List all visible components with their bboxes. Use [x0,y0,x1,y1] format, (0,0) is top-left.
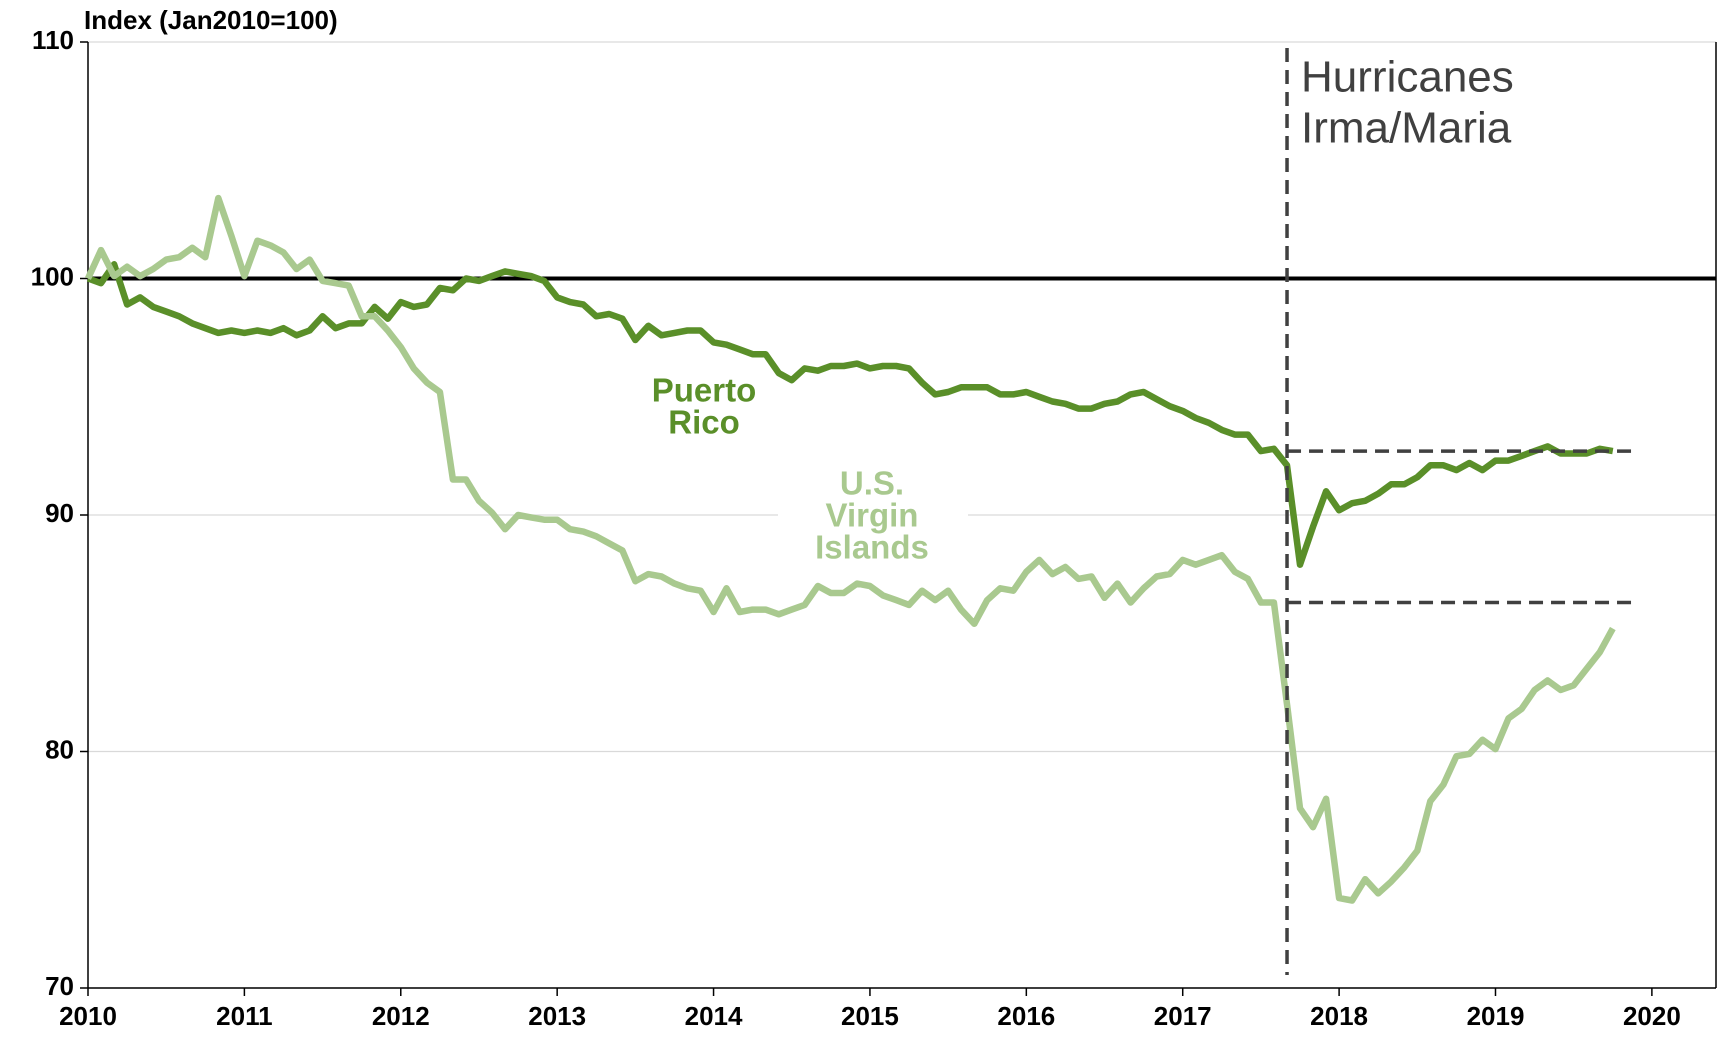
y-tick-label: 70 [45,971,74,1001]
y-axis-label: Index (Jan2010=100) [84,5,338,35]
x-tick-label: 2020 [1623,1001,1681,1031]
x-tick-label: 2011 [216,1001,272,1031]
x-tick-label: 2012 [372,1001,430,1031]
series-label: U.S. [840,465,904,502]
event-label: Irma/Maria [1301,104,1512,153]
x-tick-label: 2013 [528,1001,586,1031]
label-background [778,462,968,572]
series-label: Puerto [652,372,757,409]
series-label: Islands [815,529,929,566]
y-tick-label: 80 [45,734,74,764]
y-tick-label: 110 [32,25,74,55]
x-tick-label: 2018 [1310,1001,1368,1031]
x-tick-label: 2014 [685,1001,743,1031]
y-tick-label: 90 [45,498,74,528]
series-label: Virgin [826,497,919,534]
series-label: Rico [668,404,740,441]
x-tick-label: 2016 [997,1001,1055,1031]
x-tick-label: 2017 [1154,1001,1212,1031]
series-line [85,194,1616,904]
x-tick-label: 2019 [1467,1001,1525,1031]
series-line [86,261,1614,568]
event-label: Hurricanes [1301,53,1514,102]
y-tick-label: 100 [31,261,74,291]
x-tick-label: 2015 [841,1001,899,1031]
x-tick-label: 2010 [59,1001,117,1031]
